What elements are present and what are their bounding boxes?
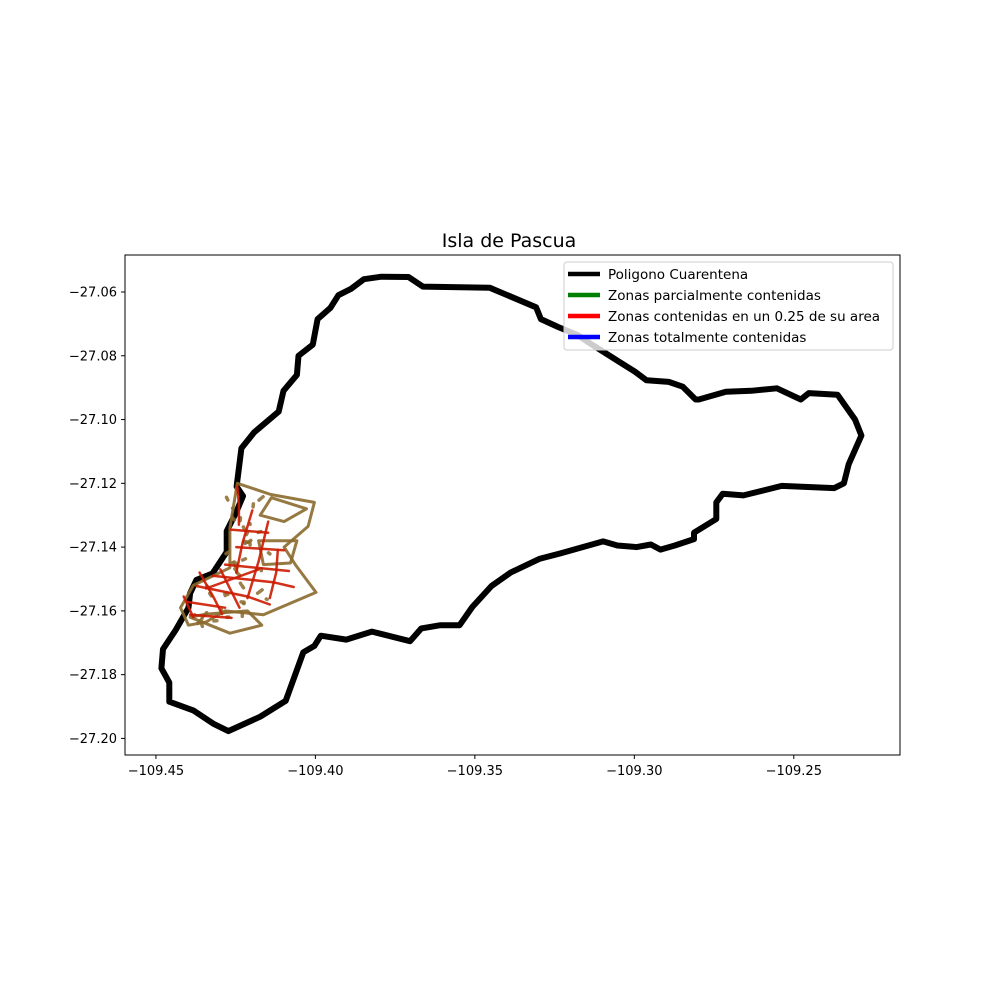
- parcel-mark: [255, 588, 264, 595]
- x-tick-label: −109.35: [447, 764, 503, 779]
- zona-parcial-3: [257, 539, 299, 567]
- y-tick-label: −27.08: [69, 349, 117, 364]
- parcel-mark: [223, 550, 231, 557]
- x-tick-label: −109.45: [128, 764, 184, 779]
- zona-025-line-9: [246, 520, 270, 600]
- parcel-mark: [264, 597, 269, 602]
- x-axis: −109.45 −109.40 −109.35 −109.30 −109.25: [128, 755, 822, 779]
- y-tick-label: −27.20: [69, 732, 117, 747]
- chart-title: Isla de Pascua: [442, 230, 577, 252]
- y-tick-label: −27.18: [69, 668, 117, 683]
- zona-025-line-2: [235, 545, 286, 552]
- y-tick-label: −27.12: [69, 477, 117, 492]
- zona-025-line-11: [219, 568, 241, 609]
- zona-025-line-12: [268, 549, 280, 600]
- zona-025-line-8: [235, 509, 254, 574]
- poligono-cuarentena-outline: [158, 273, 865, 735]
- legend-box: [563, 261, 894, 351]
- parcel-mark: [257, 494, 265, 502]
- axes-frame: [124, 254, 901, 756]
- parcel-mark: [196, 617, 204, 626]
- zona-025-line-1: [229, 528, 270, 534]
- x-tick-label: −109.30: [606, 764, 662, 779]
- legend-label: Poligono Cuarentena: [608, 267, 748, 283]
- parcel-mark: [199, 621, 205, 630]
- legend-label: Zonas totalmente contenidas: [608, 330, 806, 346]
- parcel-mark: [230, 515, 238, 523]
- parcel-mark: [231, 559, 239, 566]
- parcel-mark: [224, 495, 230, 503]
- legend-label: Zonas contenidas en un 0.25 de su area: [608, 309, 880, 325]
- legend: Poligono Cuarentena Zonas parcialmente co…: [563, 261, 894, 351]
- y-tick-label: −27.06: [69, 285, 117, 300]
- parcel-mark: [238, 581, 246, 590]
- zona-parcial-2: [258, 496, 308, 524]
- zona-025-line-13: [182, 595, 195, 619]
- zona-025-line-10: [198, 571, 224, 616]
- parcel-mark: [266, 551, 272, 556]
- zona-025-line-0: [236, 485, 241, 527]
- x-tick-label: −109.40: [287, 764, 343, 779]
- y-tick-label: −27.14: [69, 541, 117, 556]
- parcel-mark: [225, 591, 230, 597]
- zona-025-line-14: [204, 568, 260, 590]
- y-tick-label: −27.16: [69, 604, 117, 619]
- parcel-mark: [240, 523, 247, 532]
- x-tick-label: −109.25: [766, 764, 822, 779]
- legend-label: Zonas parcialmente contenidas: [608, 288, 821, 304]
- y-tick-label: −27.10: [69, 413, 117, 428]
- parcel-mark: [243, 540, 250, 546]
- parcel-mark: [248, 540, 253, 549]
- plot-area: [158, 273, 865, 735]
- parcel-mark: [240, 556, 249, 562]
- zona-025-line-7: [188, 613, 233, 620]
- y-axis: −27.06 −27.08 −27.10 −27.12 −27.14 −27.16 −27.…: [69, 285, 125, 747]
